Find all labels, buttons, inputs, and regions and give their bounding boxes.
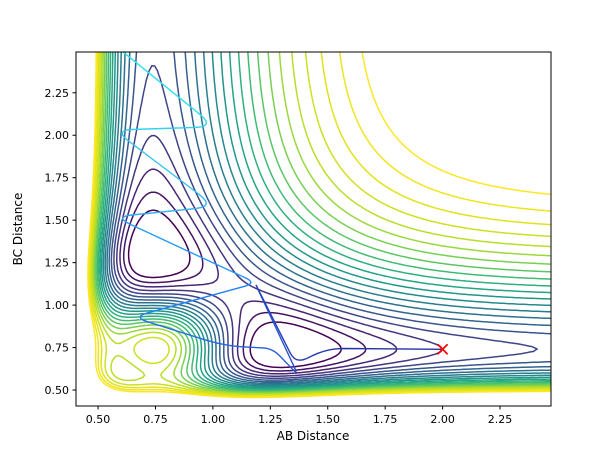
optimization-path-segment [147, 285, 246, 314]
contour-level-line [90, 52, 551, 396]
x-tick-label: 1.00 [201, 413, 226, 426]
x-tick-label: 1.50 [315, 413, 340, 426]
contour-level-line [99, 52, 551, 390]
y-tick-label: 1.25 [45, 257, 70, 270]
optimization-path-segment [142, 319, 206, 341]
contour-level-line [95, 52, 551, 393]
contour-lines [87, 52, 551, 399]
x-axis-label: AB Distance [277, 429, 350, 443]
contour-level-line [106, 52, 551, 385]
optimization-path-segment [204, 339, 219, 344]
optimization-path-segment [121, 52, 201, 115]
optimization-path-segment [199, 113, 207, 127]
contour-level-line [100, 52, 551, 389]
optimization-path-segment [244, 277, 252, 287]
y-tick-label: 1.50 [45, 214, 70, 227]
optimization-path-segment [289, 352, 304, 361]
x-tick-label: 1.75 [373, 413, 398, 426]
optimization-path-segment [257, 288, 297, 373]
contour-level-line [102, 52, 551, 387]
optimization-path-segment [131, 124, 206, 131]
minimum-marker-x [437, 343, 448, 355]
contour-level-line [89, 52, 551, 397]
y-tick-label: 2.25 [45, 87, 70, 100]
optimization-path-segment [125, 221, 247, 279]
contour-level-line [104, 52, 551, 386]
contour-level-line [108, 52, 551, 383]
y-axis-label: BC Distance [11, 193, 25, 266]
y-tick-label: 1.75 [45, 172, 70, 185]
axes-border [75, 51, 552, 407]
y-tick-label: 2.00 [45, 129, 70, 142]
y-tick-label: 0.50 [45, 384, 70, 397]
contour-level-line [87, 52, 551, 399]
contour-level-line [119, 168, 398, 375]
optimization-path-segment [255, 284, 291, 354]
x-tick-label: 2.00 [430, 413, 455, 426]
contour-level-line [96, 52, 551, 392]
contour-level-line [88, 52, 551, 398]
optimization-path-segment [317, 348, 334, 354]
x-tick-label: 1.25 [258, 413, 283, 426]
optimization-path-segment [198, 193, 207, 207]
red-x-marker [437, 343, 448, 355]
optimization-path-segment [243, 346, 264, 349]
optimization-path [121, 52, 444, 373]
contour-level-line [93, 52, 551, 394]
contour-level-line [113, 65, 538, 380]
contour-level-line [97, 52, 551, 391]
y-tick-label: 0.75 [45, 342, 70, 355]
optimization-path-segment [261, 347, 278, 355]
optimization-path-segment [230, 345, 245, 348]
x-axis: 0.50 0.75 1.00 1.25 1.50 1.75 2.00 2.25 [86, 406, 512, 426]
y-tick-label: 1.00 [45, 299, 70, 312]
x-tick-label: 0.50 [86, 413, 111, 426]
optimization-path-segment [217, 342, 232, 347]
contour-level-line [91, 52, 551, 396]
optimization-path-segment [121, 134, 200, 196]
optimization-path-segment [122, 214, 133, 223]
contour-level-line [127, 209, 342, 369]
contour-level-line [122, 191, 367, 372]
x-tick-label: 2.25 [488, 413, 513, 426]
optimization-path-segment [276, 352, 294, 371]
optimization-path-segment [332, 347, 444, 350]
y-axis: 0.50 0.75 1.00 1.25 1.50 1.75 2.00 2.25 [45, 87, 76, 397]
optimization-path-segment [139, 312, 149, 321]
contour-level-line [110, 52, 551, 381]
optimization-path-segment [131, 205, 206, 216]
optimization-path-segment [121, 128, 133, 136]
optimization-path-segment [302, 352, 319, 361]
contour-level-line [92, 52, 551, 395]
x-tick-label: 0.75 [143, 413, 168, 426]
